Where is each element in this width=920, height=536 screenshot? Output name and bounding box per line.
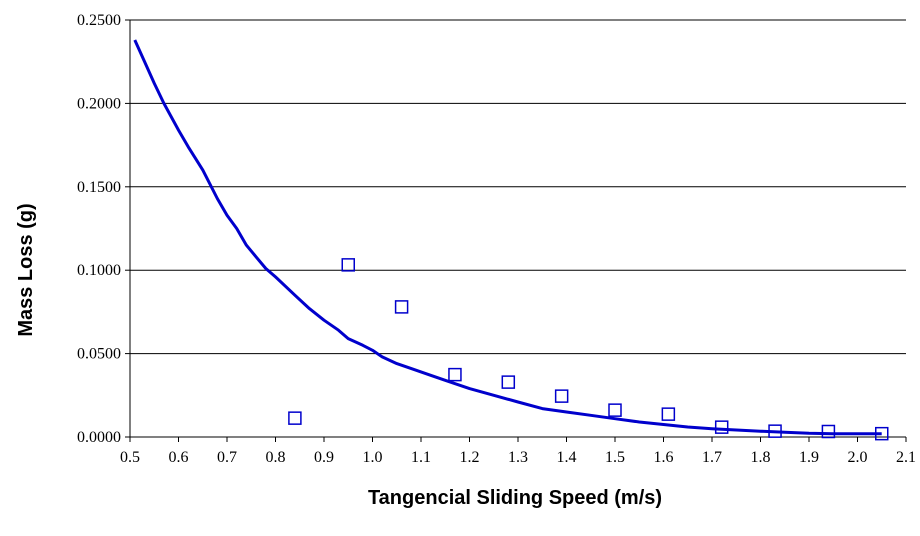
- tick-labels: 0.0000 0.0500 0.1000 0.1500 0.2000 0.2500 0.5 0…: [77, 12, 916, 466]
- data-point-marker: [821, 424, 836, 439]
- y-tick-label: 0.0500: [77, 346, 121, 363]
- data-point-marker: [714, 420, 729, 434]
- data-point-marker: [394, 300, 409, 314]
- x-tick-label: 1.9: [799, 449, 819, 466]
- y-tick-label: 0.0000: [77, 429, 121, 446]
- data-point-marker: [341, 258, 355, 272]
- y-tick-label: 0.2500: [77, 12, 121, 29]
- data-point-marker: [288, 411, 302, 425]
- x-tick-label: 1.7: [702, 449, 722, 466]
- data-point-marker: [554, 389, 569, 403]
- data-point-marker: [661, 407, 676, 421]
- x-axis-title: Tangencial Sliding Speed (m/s): [368, 487, 662, 509]
- data-point-marker: [608, 403, 622, 417]
- x-tick-label: 1.5: [605, 449, 625, 466]
- x-tick-label: 0.5: [120, 449, 140, 466]
- x-tick-label: 0.8: [266, 449, 286, 466]
- x-tick-label: 0.9: [314, 449, 334, 466]
- x-tick-label: 2.0: [848, 449, 868, 466]
- y-tick-label: 0.1500: [77, 179, 121, 196]
- x-tick-label: 1.3: [508, 449, 528, 466]
- x-tick-label: 0.6: [169, 449, 189, 466]
- x-tick-label: 1.0: [363, 449, 383, 466]
- y-tick-label: 0.1000: [77, 262, 121, 279]
- axes: [125, 19, 907, 442]
- y-axis-title: Mass Loss (g): [15, 203, 37, 336]
- y-tick-label: 0.2000: [77, 95, 121, 112]
- x-tick-label: 1.4: [557, 449, 577, 466]
- x-tick-label: 2.1: [896, 449, 916, 466]
- trend-line: [133, 39, 882, 436]
- x-tick-label: 1.1: [411, 449, 431, 466]
- gridlines: [130, 19, 906, 355]
- x-tick-label: 1.8: [751, 449, 771, 466]
- data-point-marker: [501, 375, 516, 389]
- x-tick-label: 1.2: [460, 449, 480, 466]
- data-point-marker: [448, 367, 462, 382]
- x-tick-label: 1.6: [654, 449, 674, 466]
- x-tick-label: 0.7: [217, 449, 237, 466]
- series-layer: [133, 39, 889, 441]
